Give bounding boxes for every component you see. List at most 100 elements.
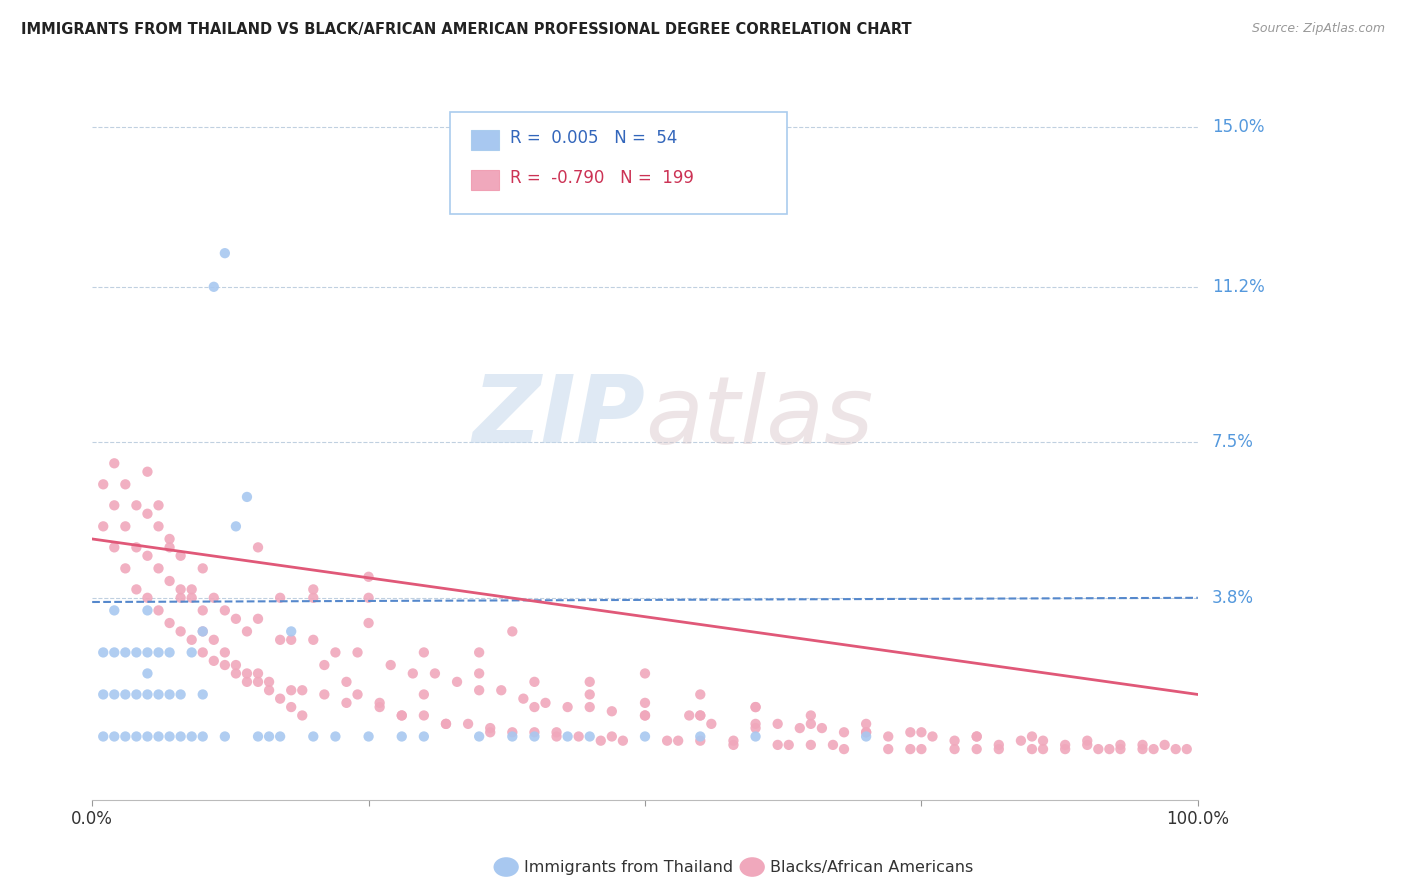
- Point: [214, 658, 236, 673]
- Point: [434, 717, 457, 731]
- Point: [236, 490, 259, 504]
- Point: [191, 603, 214, 617]
- Point: [325, 730, 347, 744]
- Point: [214, 645, 236, 659]
- Point: [634, 730, 657, 744]
- Point: [202, 591, 225, 605]
- Point: [943, 733, 966, 747]
- Point: [236, 666, 259, 681]
- Point: [368, 696, 391, 710]
- Point: [357, 570, 380, 584]
- Point: [148, 603, 170, 617]
- Point: [136, 603, 159, 617]
- Point: [191, 624, 214, 639]
- Point: [468, 683, 491, 698]
- Point: [1032, 742, 1054, 756]
- Point: [832, 742, 855, 756]
- Point: [314, 688, 336, 702]
- Point: [247, 612, 270, 626]
- Point: [523, 730, 546, 744]
- Point: [103, 499, 125, 513]
- Point: [898, 725, 921, 739]
- Point: [546, 730, 568, 744]
- Point: [257, 683, 280, 698]
- Point: [280, 683, 302, 698]
- Point: [191, 688, 214, 702]
- Point: [114, 688, 136, 702]
- Text: 7.5%: 7.5%: [1212, 434, 1254, 451]
- Point: [910, 725, 932, 739]
- Point: [423, 666, 446, 681]
- Point: [689, 708, 711, 723]
- Point: [744, 730, 766, 744]
- Point: [501, 725, 523, 739]
- Point: [1076, 733, 1098, 747]
- Point: [159, 574, 181, 588]
- Point: [191, 645, 214, 659]
- Point: [91, 519, 114, 533]
- Point: [1132, 738, 1154, 752]
- Point: [578, 730, 600, 744]
- Point: [302, 591, 325, 605]
- Point: [1098, 742, 1121, 756]
- Point: [534, 696, 557, 710]
- Text: Source: ZipAtlas.com: Source: ZipAtlas.com: [1251, 22, 1385, 36]
- Point: [159, 730, 181, 744]
- Point: [136, 730, 159, 744]
- Point: [125, 645, 148, 659]
- Point: [136, 507, 159, 521]
- Point: [159, 688, 181, 702]
- Point: [103, 645, 125, 659]
- Point: [501, 624, 523, 639]
- Point: [744, 700, 766, 714]
- Text: Blacks/African Americans: Blacks/African Americans: [770, 860, 974, 874]
- Point: [391, 708, 413, 723]
- Point: [191, 624, 214, 639]
- Point: [987, 738, 1010, 752]
- Point: [789, 721, 811, 735]
- Point: [91, 730, 114, 744]
- Point: [898, 742, 921, 756]
- Point: [546, 725, 568, 739]
- Point: [800, 738, 823, 752]
- Point: [557, 730, 579, 744]
- Point: [180, 582, 202, 597]
- Point: [159, 541, 181, 555]
- Point: [148, 730, 170, 744]
- Point: [357, 730, 380, 744]
- Point: [225, 612, 247, 626]
- Point: [457, 717, 479, 731]
- Point: [314, 658, 336, 673]
- Point: [159, 615, 181, 630]
- Point: [136, 465, 159, 479]
- Point: [634, 666, 657, 681]
- Point: [568, 730, 591, 744]
- Point: [269, 730, 291, 744]
- Point: [214, 246, 236, 260]
- Point: [225, 658, 247, 673]
- Point: [180, 645, 202, 659]
- Point: [501, 730, 523, 744]
- Point: [600, 704, 623, 718]
- Point: [412, 708, 434, 723]
- Point: [114, 519, 136, 533]
- Point: [800, 717, 823, 731]
- Point: [257, 674, 280, 689]
- Point: [91, 477, 114, 491]
- Point: [191, 730, 214, 744]
- Point: [391, 730, 413, 744]
- Point: [114, 561, 136, 575]
- Point: [136, 591, 159, 605]
- Point: [523, 700, 546, 714]
- Point: [1132, 742, 1154, 756]
- Point: [169, 591, 191, 605]
- Text: 3.8%: 3.8%: [1212, 589, 1254, 607]
- Point: [291, 683, 314, 698]
- Point: [744, 717, 766, 731]
- Point: [612, 733, 634, 747]
- Point: [468, 645, 491, 659]
- Point: [578, 674, 600, 689]
- Text: Immigrants from Thailand: Immigrants from Thailand: [524, 860, 734, 874]
- Point: [678, 708, 700, 723]
- Point: [202, 654, 225, 668]
